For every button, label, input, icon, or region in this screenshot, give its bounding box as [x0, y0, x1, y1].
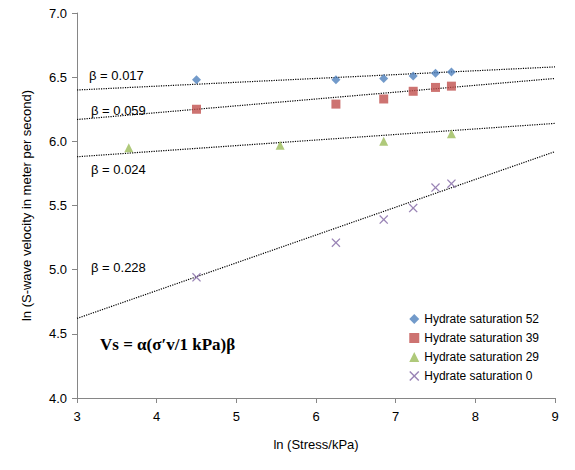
svg-text:β = 0.228: β = 0.228: [91, 260, 146, 275]
svg-text:3: 3: [73, 409, 80, 424]
svg-text:4: 4: [153, 409, 160, 424]
svg-text:8: 8: [472, 409, 479, 424]
svg-text:ln (S-wave velocity in meter p: ln (S-wave velocity in meter per second): [19, 90, 34, 321]
svg-text:Hydrate saturation 29: Hydrate saturation 29: [424, 350, 539, 364]
svg-text:Hydrate saturation 39: Hydrate saturation 39: [424, 331, 539, 345]
svg-text:4.5: 4.5: [49, 326, 67, 341]
svg-text:4.0: 4.0: [49, 391, 67, 406]
svg-text:9: 9: [551, 409, 558, 424]
svg-text:ln (Stress/kPa): ln (Stress/kPa): [273, 437, 358, 452]
svg-text:5.0: 5.0: [49, 262, 67, 277]
svg-text:Hydrate saturation 0: Hydrate saturation 0: [424, 369, 532, 383]
svg-text:β = 0.059: β = 0.059: [91, 103, 146, 118]
svg-text:Vs = α(σ′v/1 kPa)β: Vs = α(σ′v/1 kPa)β: [100, 335, 235, 354]
svg-text:6.0: 6.0: [49, 134, 67, 149]
svg-text:β = 0.017: β = 0.017: [89, 68, 144, 83]
svg-text:7: 7: [392, 409, 399, 424]
svg-text:5.5: 5.5: [49, 198, 67, 213]
svg-text:β = 0.024: β = 0.024: [91, 162, 146, 177]
svg-text:Hydrate saturation 52: Hydrate saturation 52: [424, 312, 539, 326]
svg-text:6.5: 6.5: [49, 70, 67, 85]
svg-text:5: 5: [233, 409, 240, 424]
svg-text:7.0: 7.0: [49, 6, 67, 21]
svg-text:6: 6: [312, 409, 319, 424]
